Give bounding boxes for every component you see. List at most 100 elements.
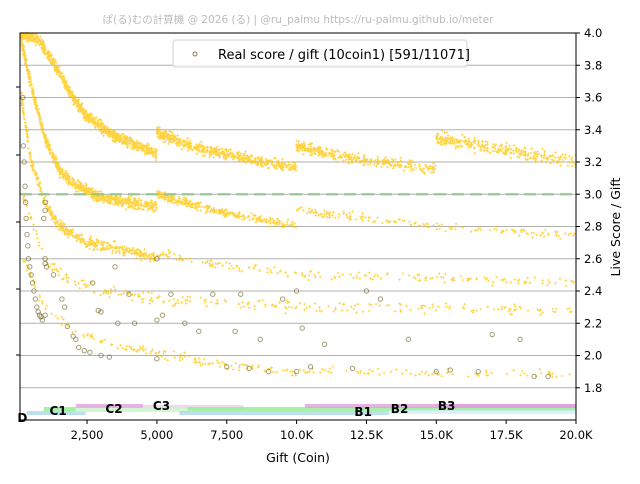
real-point <box>42 199 48 206</box>
real-point <box>106 354 113 360</box>
rank-band-bar <box>436 404 576 408</box>
y-tick-label: 3.4 <box>584 123 602 137</box>
real-point <box>70 333 76 339</box>
real-point <box>447 367 453 373</box>
rank-band-bar <box>26 411 86 415</box>
real-point <box>50 272 57 278</box>
y-tick-label: 2.8 <box>584 220 602 234</box>
x-tick-label: 15.0K <box>420 428 454 442</box>
real-point <box>95 307 101 314</box>
real-point <box>73 336 79 343</box>
estimate-point-cluster <box>20 34 158 213</box>
rank-band-label: B1 <box>354 405 372 419</box>
y-tick-label: 2.6 <box>584 252 602 266</box>
x-tick-label: 7,500 <box>210 428 243 442</box>
rank-band-label: B2 <box>391 402 409 416</box>
real-point <box>363 288 370 294</box>
real-point <box>224 364 230 370</box>
real-point <box>89 280 96 286</box>
real-point <box>265 368 272 375</box>
real-point <box>299 325 305 331</box>
real-point <box>154 356 160 362</box>
real-point <box>377 296 384 302</box>
rank-band-label: C1 <box>50 404 67 418</box>
legend-box <box>172 39 468 68</box>
estimate-point-cluster <box>155 125 298 172</box>
estimate-point-cluster <box>155 189 298 229</box>
real-point <box>24 231 30 238</box>
x-tick-label: 10.0K <box>280 428 314 442</box>
legend-marker-real <box>192 51 198 57</box>
real-point <box>131 320 138 326</box>
real-point <box>475 368 481 375</box>
x-tick-label: 12.5K <box>350 428 384 442</box>
rank-band-bar <box>43 407 76 411</box>
real-point <box>22 183 28 189</box>
x-axis-ticks: 2,500 5,000 7,500 10.0K 12.5K 15.0K 17.5K 20.0K <box>71 420 593 442</box>
real-point <box>126 291 132 297</box>
real-point <box>42 312 48 318</box>
real-point <box>62 304 68 310</box>
real-point <box>39 317 46 323</box>
real-point <box>489 331 495 338</box>
rank-band-label: C3 <box>153 399 170 413</box>
real-point <box>64 323 71 330</box>
real-point <box>182 320 188 326</box>
real-point <box>20 143 27 149</box>
estimate-point-cluster <box>20 31 158 162</box>
rank-band-label: B3 <box>438 399 456 413</box>
real-point <box>246 365 252 372</box>
estimate-point-cluster <box>22 259 571 379</box>
y-tick-label: 2.0 <box>584 349 602 363</box>
real-point <box>59 296 65 302</box>
estimate-point-cluster <box>295 205 576 241</box>
real-point <box>32 296 39 302</box>
rank-bands: D C1 C2 C3 B2 B1 B3 <box>17 399 576 425</box>
y-tick-label: 3.6 <box>584 91 602 105</box>
real-point <box>349 365 356 372</box>
y-tick-label: 4.0 <box>584 26 602 40</box>
real-point <box>75 344 82 351</box>
real-point <box>28 272 34 278</box>
rank-band-label: C2 <box>105 402 122 416</box>
estimate-point-cluster <box>435 129 577 169</box>
real-point <box>112 264 118 270</box>
y-tick-label: 2.4 <box>584 284 602 298</box>
real-point <box>23 215 29 222</box>
real-point <box>115 320 121 326</box>
x-tick-label: 5,000 <box>140 428 173 442</box>
real-point <box>43 264 50 270</box>
real-point <box>232 328 238 335</box>
y-tick-label: 3.0 <box>584 187 602 201</box>
rank-band-bar <box>75 408 188 412</box>
real-point <box>196 328 202 335</box>
rank-band-bar <box>187 407 576 411</box>
real-point <box>321 341 328 347</box>
real-point <box>307 364 314 370</box>
real-point <box>257 336 263 343</box>
real-point <box>154 256 160 262</box>
rank-band-bar <box>75 404 143 408</box>
real-point <box>34 304 40 310</box>
real-point <box>405 336 412 343</box>
estimate-point-cluster <box>295 139 437 175</box>
y-tick-label: 3.2 <box>584 155 602 169</box>
real-point <box>433 368 440 375</box>
real-point <box>87 349 93 355</box>
real-point <box>29 280 36 286</box>
x-tick-label: 2,500 <box>71 428 104 442</box>
real-point <box>27 264 33 270</box>
real-point <box>31 288 37 294</box>
real-point <box>42 207 48 214</box>
real-point <box>293 288 300 294</box>
rank-band-label: D <box>17 411 27 425</box>
y-axis-label: Live Score / Gift <box>608 177 623 276</box>
real-point <box>238 291 244 297</box>
real-point <box>81 347 87 354</box>
legend: Real score / gift (10coin1) [591/11071] <box>172 39 470 68</box>
rank-band-bar <box>179 411 389 415</box>
real-point <box>35 309 41 315</box>
real-point <box>25 256 32 262</box>
y-tick-label: 2.2 <box>584 316 602 330</box>
